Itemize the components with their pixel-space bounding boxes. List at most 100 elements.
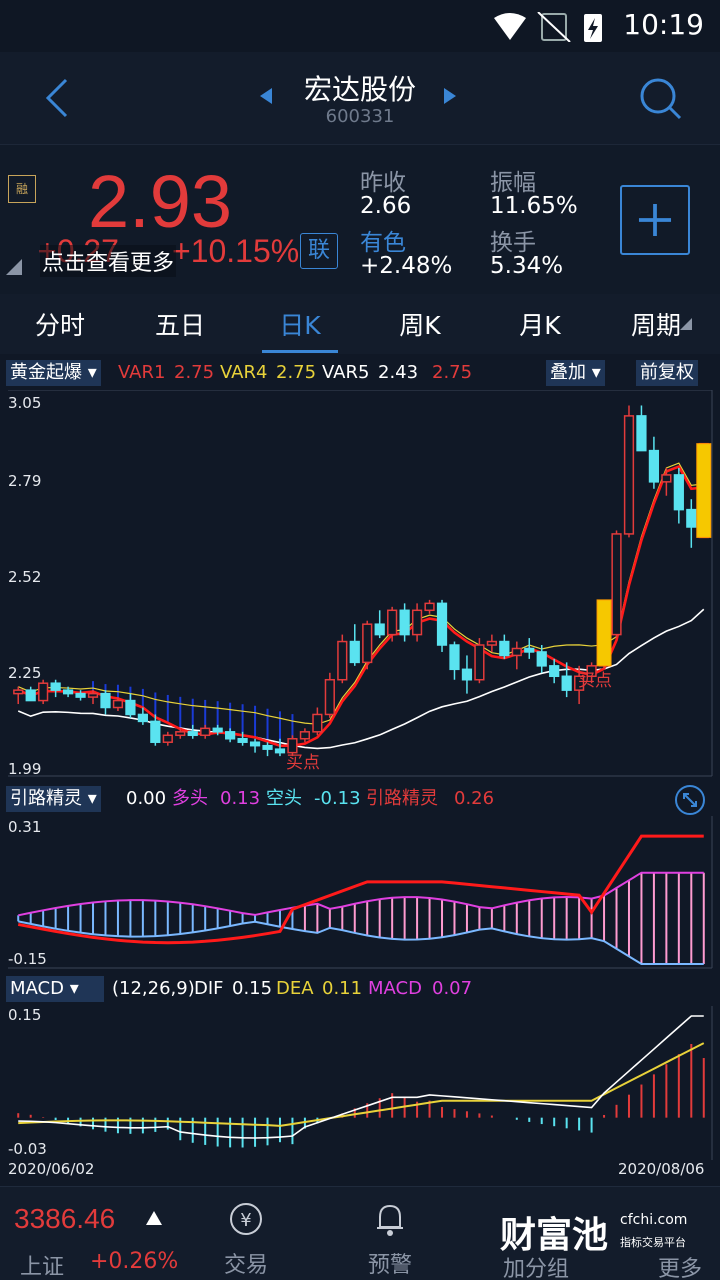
turnover-value: 5.34% [490,253,564,279]
tab-period[interactable]: 周期 [630,311,681,340]
bell-icon [377,1204,403,1236]
add-group-button[interactable]: 加分组 [486,1251,586,1280]
candle-body [187,731,198,737]
next-stock-icon[interactable] [442,86,458,106]
add-group-label: 加分组 [502,1257,569,1280]
trade-button[interactable]: ¥ 交易 [196,1201,296,1279]
candle-body [461,668,473,681]
back-arrow-icon[interactable] [40,76,80,120]
status-bar: 10:19 [0,0,720,52]
candle-body [225,731,236,740]
alert-button[interactable]: 预警 [340,1201,440,1279]
candle-body [636,415,647,452]
add-watchlist-button[interactable] [620,185,690,255]
fullscreen-icon[interactable] [674,784,706,816]
candle-body [436,602,448,646]
y-tick-bottom: 1.99 [8,760,42,778]
sector-label[interactable]: 有色 [360,230,406,256]
sim-icon [541,13,567,41]
candle-body [75,692,86,698]
candle-body [25,689,36,702]
macd-y-top: 0.15 [8,1006,42,1024]
candle-body [486,640,497,646]
candle-body [13,689,24,695]
candle-body [524,647,535,653]
view-more-tip[interactable]: 点击查看更多 [40,245,177,277]
duo-line [18,871,704,917]
candle-body [87,692,99,698]
var4-value: 2.75 [276,362,317,383]
candle-body [474,644,485,681]
candle-body [337,640,348,681]
candle-body [499,640,510,657]
index-pct: +0.26% [90,1249,179,1274]
y-tick-2: 2.79 [8,472,42,490]
index-value[interactable]: 3386.46 [14,1203,116,1234]
var5-value: 2.43 [378,362,419,383]
search-icon[interactable] [638,76,682,120]
dif-line [18,1015,704,1139]
dif-label: DIF [194,978,224,999]
candle-body [38,682,49,702]
prev-stock-icon[interactable] [258,86,274,106]
tab-intraday[interactable]: 分时 [34,311,85,340]
candle-body [50,682,61,691]
candle-body [262,744,273,750]
y-tick-top: 3.05 [8,394,42,412]
macd-indicator-select[interactable]: MACD ▾ [6,976,104,1002]
candle-body [623,415,635,535]
macd-label: MACD [368,978,422,999]
index-name: 上证 [20,1255,65,1280]
tab-daily-k[interactable]: 日K [279,311,321,340]
sub1-y-top: 0.31 [8,818,42,836]
stock-code: 600331 [325,106,395,127]
watermark-logo: 财富池 cfchi.com 指标交易平台 [500,1206,700,1256]
dea-line [18,1042,705,1127]
candle-body [324,678,335,716]
x-tick-end: 2020/08/06 [618,1160,705,1178]
status-time: 10:19 [623,8,704,41]
candle-body [574,675,585,691]
linked-button[interactable]: 联 [300,233,338,269]
margin-trading-badge: 融 [8,175,36,203]
kline-chart[interactable]: 3.05 2.79 2.52 2.25 1.99 买点 买点 [0,389,720,780]
candle-body [249,741,261,747]
y-tick-3: 2.52 [8,568,42,586]
tab-five-day[interactable]: 五日 [154,311,205,340]
kong-line [18,920,704,965]
extra-value: 2.75 [432,362,473,383]
wifi-icon [494,13,526,40]
macd-chart[interactable]: 0.15 -0.03 2020/06/02 2020/08/06 [0,1006,720,1182]
kong-label: 空头 [266,788,302,809]
candle-body [424,602,435,612]
x-tick-start: 2020/06/02 [8,1160,95,1178]
candle-body [399,609,410,636]
sector-pct: +2.48% [360,253,453,279]
kong-value: -0.13 [314,788,361,809]
candle-body [100,692,111,709]
ylj-label: 引路精灵 [366,788,438,809]
main-indicator-select[interactable]: 黄金起爆 ▾ [6,360,101,386]
price-change-pct: +10.15% [172,233,300,269]
stock-name: 宏达股份 [303,73,416,106]
candle-body [349,640,360,664]
overlay-select[interactable]: 叠加 ▾ [546,360,605,386]
adjust-button[interactable]: 前复权 [636,360,698,386]
status-icons [494,12,602,42]
amplitude-value: 11.65% [490,193,578,219]
candle-body [673,474,684,511]
sub1-chart[interactable]: 0.31 -0.15 [0,816,720,970]
macd-value: 0.07 [432,978,473,999]
expand-corner-icon [6,259,22,275]
tab-weekly-k[interactable]: 周K [399,311,441,340]
signal-bar [696,443,712,538]
more-button[interactable]: 更多 [630,1251,720,1280]
main-indicator-bar: 黄金起爆 ▾ VAR1 2.75 VAR4 2.75 VAR5 2.43 2.7… [0,358,720,388]
sub1-indicator-bar: 引路精灵 ▾ 0.00 多头 0.13 空头 -0.13 引路精灵 0.26 [0,784,720,816]
active-tab-indicator [262,350,338,353]
candle-body [536,651,547,667]
dea-label: DEA [276,978,314,999]
sub1-indicator-select[interactable]: 引路精灵 ▾ [6,786,101,812]
tab-monthly-k[interactable]: 月K [519,311,561,340]
candle-body [150,720,161,743]
